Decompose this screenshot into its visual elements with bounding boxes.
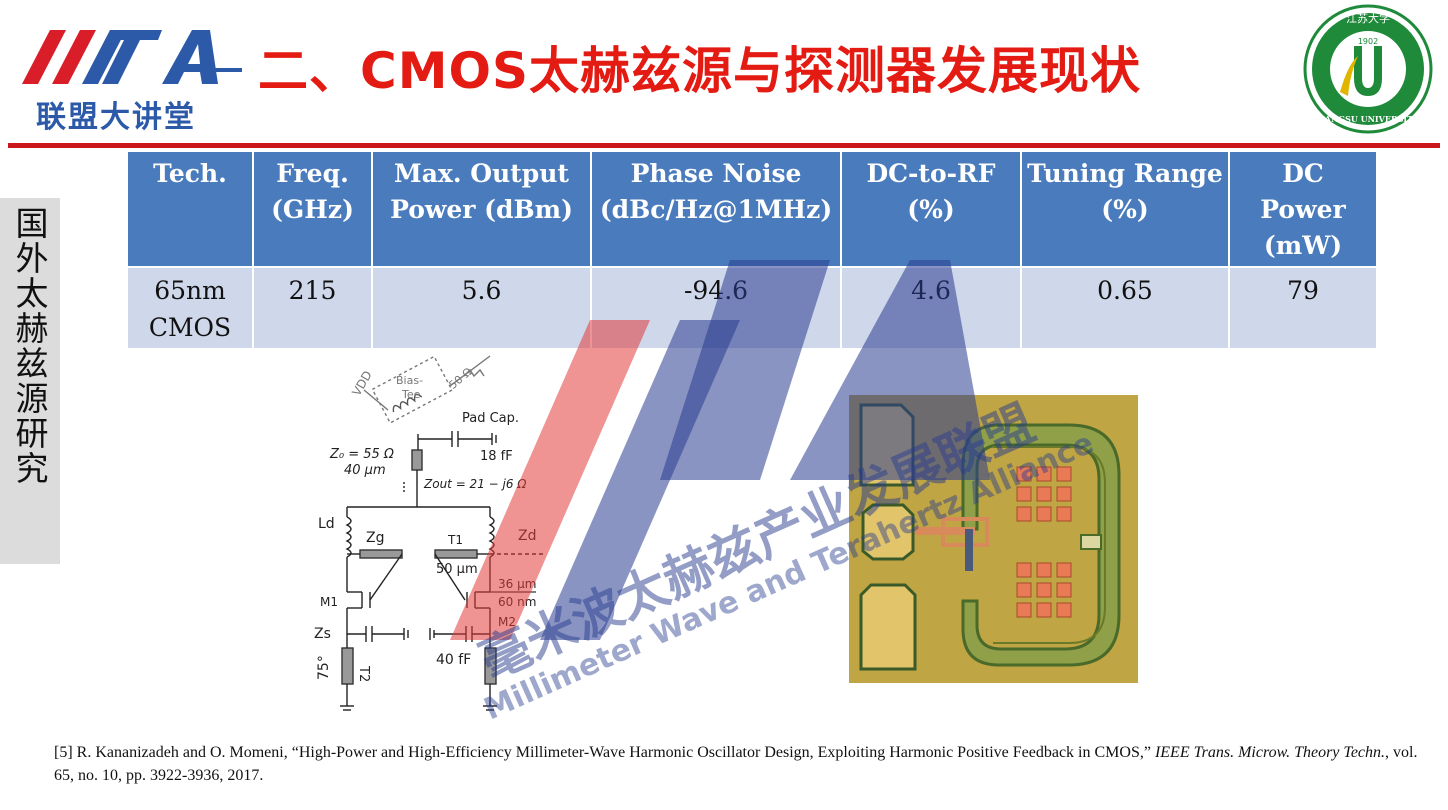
cell-tuning-range: 0.65 [1020,266,1230,350]
header-divider [8,143,1440,148]
col-header-efficiency: DC-to-RF (%) [840,150,1022,268]
chip-micrograph [849,395,1138,683]
page-title: 二、CMOS太赫兹源与探测器发展现状 [258,42,1141,100]
cell-tech: 65nm CMOS [126,266,254,350]
m1-label: M1 [320,595,338,609]
cell-output-power: 5.6 [371,266,592,350]
angle-75-label: 75° [316,655,332,680]
logo-text: 联盟大讲堂 [36,100,196,135]
vdd-label: VDD [349,368,374,398]
col-header-freq: Freq. (GHz) [252,150,373,268]
reference-citation: [5] R. Kananizadeh and O. Momeni, “High-… [54,741,1424,787]
side-tab [0,198,60,564]
cell-dc-power: 79 [1228,266,1378,350]
col-header-tuning-range: Tuning Range (%) [1020,150,1230,268]
cap-18ff-label: 18 fF [480,449,513,464]
z0-label: Z₀ = 55 Ω [329,447,394,462]
cell-phase-noise: -94.6 [590,266,842,350]
oscillator-schematic: VDD Bias- Tee 50 Ω Pad Cap. 18 fF Z₀ = 5… [314,355,545,711]
len-40um-label: 40 μm [344,463,386,478]
zout-label: Zout = 21 − j6 Ω [423,477,527,491]
university-name-cn: 江苏大学 [1346,11,1390,25]
alliance-logo [22,30,242,84]
side-tab-label: 国外太赫兹源研究 [10,206,49,486]
m2-label: M2 [498,615,516,629]
reference-text: [5] R. Kananizadeh and O. Momeni, “High-… [54,744,1155,761]
reference-details: , vol. 65, no. 10, pp. 3922-3936, 2017. [54,744,1418,784]
col-header-dc-power: DC Power (mW) [1228,150,1378,268]
pad-cap-label: Pad Cap. [462,411,519,426]
university-year: 1902 [1358,37,1378,46]
zs-label: Zs [314,626,331,642]
oscillator-spec-table: Tech. Freq. (GHz) Max. Output Power (dBm) … [126,150,1378,350]
reference-journal: IEEE Trans. Microw. Theory Techn. [1154,744,1386,761]
zd-label: Zd [518,528,536,544]
bias-tee-label-2: Tee [401,388,421,401]
cap-40ff-label: 40 fF [436,652,471,668]
t1-label: T1 [447,533,463,547]
col-header-tech: Tech. [126,150,254,268]
ohm50-label: 50 Ω [446,365,474,392]
table-row: 65nm CMOS 215 5.6 -94.6 4.6 0.65 79 [126,266,1378,350]
table-header-row: Tech. Freq. (GHz) Max. Output Power (dBm) … [126,150,1378,268]
bias-tee-label-1: Bias- [396,374,423,387]
university-emblem: 1902 江苏大学 JIANGSU UNIVERSITY [1303,4,1433,134]
cell-freq: 215 [252,266,373,350]
university-name-en: JIANGSU UNIVERSITY [1316,114,1419,124]
col-header-phase-noise: Phase Noise (dBc/Hz@1MHz) [590,150,842,268]
length-60nm-label: 60 nm [498,595,536,609]
ld-label: Ld [318,516,335,532]
t2-label: T2 [356,665,371,682]
cell-efficiency: 4.6 [840,266,1022,350]
zg-label: Zg [366,530,384,546]
len-50um-label: 50 μm [436,562,478,577]
col-header-output-power: Max. Output Power (dBm) [371,150,592,268]
width-36um-label: 36 μm [498,577,536,591]
